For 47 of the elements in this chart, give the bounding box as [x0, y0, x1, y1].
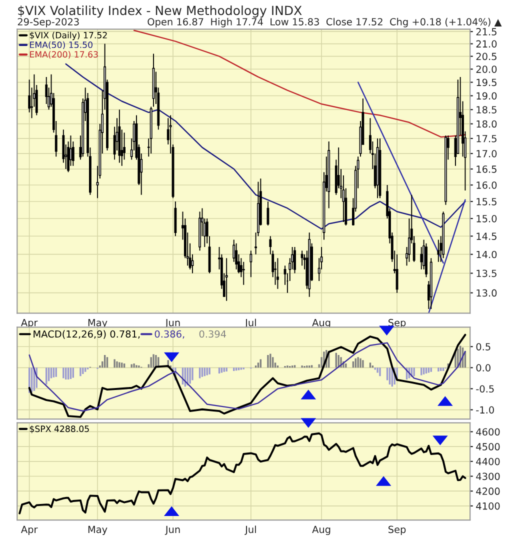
y-tick-label: 19.5	[476, 78, 496, 86]
y-tick-label: 15.5	[476, 198, 496, 206]
y-tick-label: 4100	[476, 502, 500, 510]
legend-label: EMA(200) 17.63	[30, 51, 98, 59]
y-tick-label: 16.5	[476, 166, 496, 173]
y-tick-label: 21.5	[476, 28, 496, 36]
y-tick-label: -0.5	[476, 385, 494, 393]
y-tick-label: 4200	[476, 488, 500, 495]
x-tick-label: Sep	[388, 526, 406, 535]
y-tick-label: 4600	[476, 428, 500, 436]
text: Open 16.87 High 17.74 Low 15.83 Close 17.52 Chg +0.18 (+1.04%) ▲	[148, 18, 502, 28]
x-tick-label: Apr	[21, 526, 38, 535]
y-tick-label: 4400	[476, 458, 500, 466]
y-tick-label: 18.0	[476, 120, 497, 128]
y-tick-label: 17.0	[476, 150, 497, 158]
y-tick-label: 20.5	[476, 52, 496, 60]
legend-label: $SPX 4288.05	[30, 425, 89, 434]
y-tick-label: 18.5	[476, 106, 496, 114]
chart-title: $VIX Volatility Index - New Methodology INDX	[18, 6, 302, 18]
y-tick-label: 21.0	[476, 40, 497, 48]
y-tick-label: 13.5	[476, 270, 496, 278]
x-tick-label: Aug	[312, 526, 330, 535]
y-tick-label: 14.0	[476, 250, 497, 258]
y-tick-label: 19.0	[476, 92, 497, 100]
y-tick-label: 0.0	[476, 364, 490, 372]
y-tick-label: 0.5	[476, 343, 490, 350]
chart-subtitle: 29-Sep-2023	[18, 18, 79, 28]
y-tick-label: 17.5	[476, 135, 496, 142]
y-tick-label: -1.0	[476, 406, 494, 414]
x-tick-label: May	[88, 526, 108, 535]
x-tick-label: Jul	[244, 526, 256, 535]
text: 0.394	[199, 330, 226, 338]
y-tick-label: 15.0	[476, 215, 497, 222]
y-tick-label: 4300	[476, 472, 500, 480]
x-tick-label: Apr	[21, 319, 38, 328]
y-tick-label: 16.0	[476, 181, 497, 189]
legend-label: EMA(50) 15.50	[30, 41, 92, 50]
x-tick-label: Jun	[164, 526, 180, 535]
x-tick-label: Sep	[388, 318, 406, 328]
y-tick-label: 13.0	[476, 289, 497, 297]
legend-label: 0.386,	[154, 330, 184, 339]
legend-label: $VIX (Daily) 17.52	[30, 32, 107, 40]
y-tick-label: 20.0	[476, 66, 497, 73]
y-tick-label: 4500	[476, 443, 500, 450]
legend-label: MACD(12,26,9) 0.781,	[34, 330, 140, 339]
x-tick-label: May	[88, 319, 108, 328]
y-tick-label: 14.5	[476, 232, 496, 240]
